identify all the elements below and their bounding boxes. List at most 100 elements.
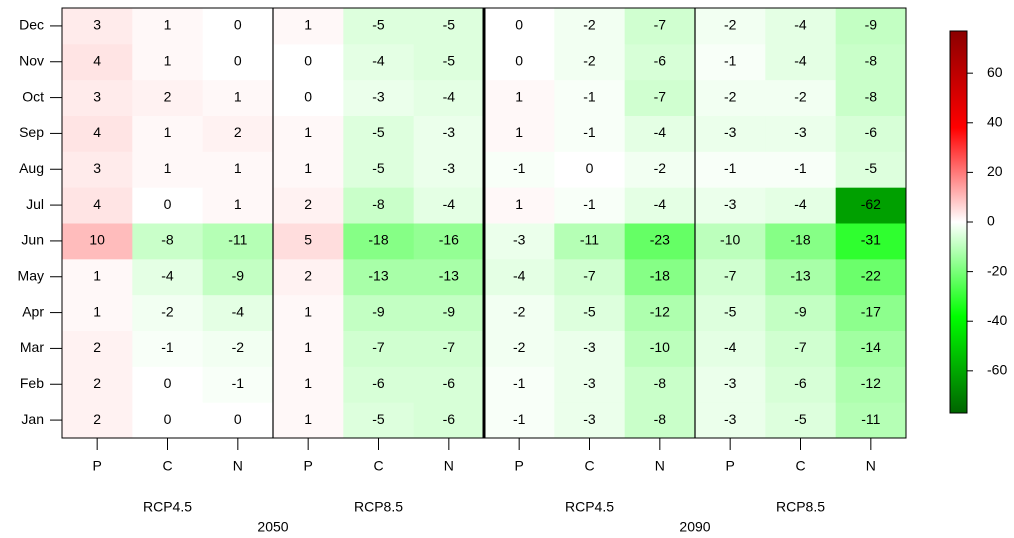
cell-label: 2 xyxy=(93,411,101,427)
y-tick-label: Jul xyxy=(26,196,44,212)
cell xyxy=(202,187,274,224)
cell xyxy=(554,8,626,45)
cell xyxy=(624,366,696,403)
cell-label: -1 xyxy=(583,124,596,140)
cell xyxy=(343,366,415,403)
cell-label: 1 xyxy=(304,303,312,319)
cell xyxy=(62,258,133,296)
cell-label: -14 xyxy=(861,339,881,355)
cell xyxy=(484,43,555,81)
cell xyxy=(624,79,696,116)
cell-label: -2 xyxy=(513,303,526,319)
cell-label: 1 xyxy=(304,339,312,355)
y-tick-label: Dec xyxy=(19,17,44,33)
cell-label: -2 xyxy=(654,160,667,176)
cell xyxy=(484,8,555,45)
cell xyxy=(132,366,204,403)
cell-label: -4 xyxy=(794,196,807,212)
cell-label: -62 xyxy=(861,196,881,212)
cell-label: -11 xyxy=(228,232,247,248)
cell-label: -3 xyxy=(443,124,456,140)
cell-label: -13 xyxy=(790,267,810,283)
cell xyxy=(273,151,344,188)
cell-label: -12 xyxy=(861,375,881,391)
cell xyxy=(273,187,344,224)
cell-label: 1 xyxy=(164,124,172,140)
cell-label: 4 xyxy=(93,52,101,68)
cell xyxy=(202,402,274,439)
cell-label: -5 xyxy=(724,303,737,319)
cell xyxy=(695,366,766,403)
cell xyxy=(413,223,485,260)
cell-label: -1 xyxy=(583,88,596,104)
cell xyxy=(132,402,204,439)
cell xyxy=(132,151,204,188)
cell xyxy=(273,115,344,152)
cell-label: -5 xyxy=(372,160,385,176)
cell xyxy=(62,8,133,45)
cell-label: -4 xyxy=(794,52,807,68)
colorbar-tick-label: 40 xyxy=(987,113,1003,129)
cell-label: -8 xyxy=(654,411,667,427)
cell-label: -1 xyxy=(513,375,526,391)
cell-label: -8 xyxy=(161,232,174,248)
cell xyxy=(132,115,204,152)
cell xyxy=(273,366,344,403)
cell-label: -11 xyxy=(580,232,599,248)
cell-label: -2 xyxy=(232,339,245,355)
cell-label: -18 xyxy=(650,267,670,283)
group-label: RCP4.5 xyxy=(565,499,614,515)
y-tick-label: Jan xyxy=(21,411,44,427)
cell xyxy=(484,258,555,296)
x-tick-label: P xyxy=(514,458,523,474)
cell xyxy=(132,8,204,45)
y-tick-label: Feb xyxy=(20,375,44,391)
cell xyxy=(413,151,485,188)
cell xyxy=(554,223,626,260)
cell xyxy=(554,330,626,367)
cell-label: -5 xyxy=(583,303,596,319)
cell-label: -8 xyxy=(654,375,667,391)
cell-label: 1 xyxy=(304,375,312,391)
cell xyxy=(484,79,555,116)
y-tick-label: Oct xyxy=(22,88,44,104)
colorbar-tick-label: -60 xyxy=(987,362,1007,378)
colorbar-tick-label: 20 xyxy=(987,163,1003,179)
cell-label: -5 xyxy=(372,124,385,140)
cell-label: -5 xyxy=(443,17,456,33)
cell xyxy=(765,115,837,152)
cell xyxy=(132,43,204,81)
cell xyxy=(62,187,133,224)
cell-label: -4 xyxy=(372,52,385,68)
cell-label: -18 xyxy=(790,232,810,248)
cell xyxy=(202,151,274,188)
y-tick-label: Mar xyxy=(20,339,44,355)
cell xyxy=(695,402,766,439)
cell xyxy=(835,8,907,45)
cell-label: -4 xyxy=(443,196,456,212)
cell xyxy=(62,402,133,439)
cell-label: 3 xyxy=(93,88,101,104)
cell-label: 1 xyxy=(164,160,172,176)
cell xyxy=(695,43,766,81)
cell xyxy=(695,330,766,367)
cell xyxy=(765,366,837,403)
cell xyxy=(202,366,274,403)
cell-label: 1 xyxy=(234,160,242,176)
cell xyxy=(554,43,626,81)
cell-label: -7 xyxy=(443,339,456,355)
cell xyxy=(413,43,485,81)
cell xyxy=(835,366,907,403)
cell-label: -3 xyxy=(372,88,385,104)
cell-label: -4 xyxy=(654,124,667,140)
cell xyxy=(554,187,626,224)
cell-label: -7 xyxy=(724,267,737,283)
cell-label: -3 xyxy=(513,232,526,248)
cell xyxy=(273,43,344,81)
cell xyxy=(765,187,837,224)
cell-label: -6 xyxy=(372,375,385,391)
cell xyxy=(695,294,766,331)
cell-label: -9 xyxy=(794,303,807,319)
cell xyxy=(343,187,415,224)
x-tick-label: C xyxy=(795,458,805,474)
